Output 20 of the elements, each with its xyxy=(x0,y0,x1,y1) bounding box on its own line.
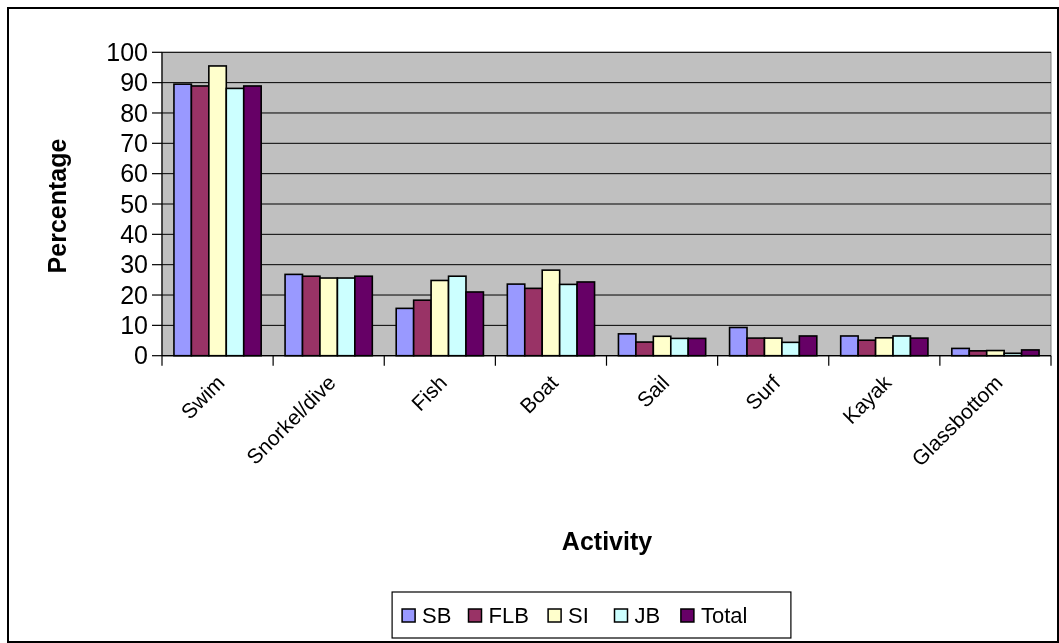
x-axis-title: Activity xyxy=(561,527,653,555)
legend-label: FLB xyxy=(488,602,529,628)
y-tick-label: 40 xyxy=(120,220,148,249)
y-tick-label: 60 xyxy=(120,159,148,188)
y-tick-label: 30 xyxy=(120,250,148,279)
y-tick-label: 80 xyxy=(120,98,148,127)
y-tick-label: 20 xyxy=(120,280,148,309)
y-axis-title: Percentage xyxy=(43,138,71,274)
legend-label: Total xyxy=(700,602,748,628)
y-tick-label: 70 xyxy=(120,129,148,158)
legend-label: SB xyxy=(422,602,452,628)
legend-label: SI xyxy=(568,602,589,628)
x-tick-label: Sail xyxy=(632,370,674,412)
y-tick-label: 10 xyxy=(120,311,148,340)
legend-label: JB xyxy=(634,602,661,628)
y-tick-label: 0 xyxy=(134,341,148,370)
x-tick-label: Fish xyxy=(406,370,452,415)
y-tick-label: 100 xyxy=(106,38,148,67)
y-tick-label: 90 xyxy=(120,68,148,97)
y-tick-label: 50 xyxy=(120,189,148,218)
